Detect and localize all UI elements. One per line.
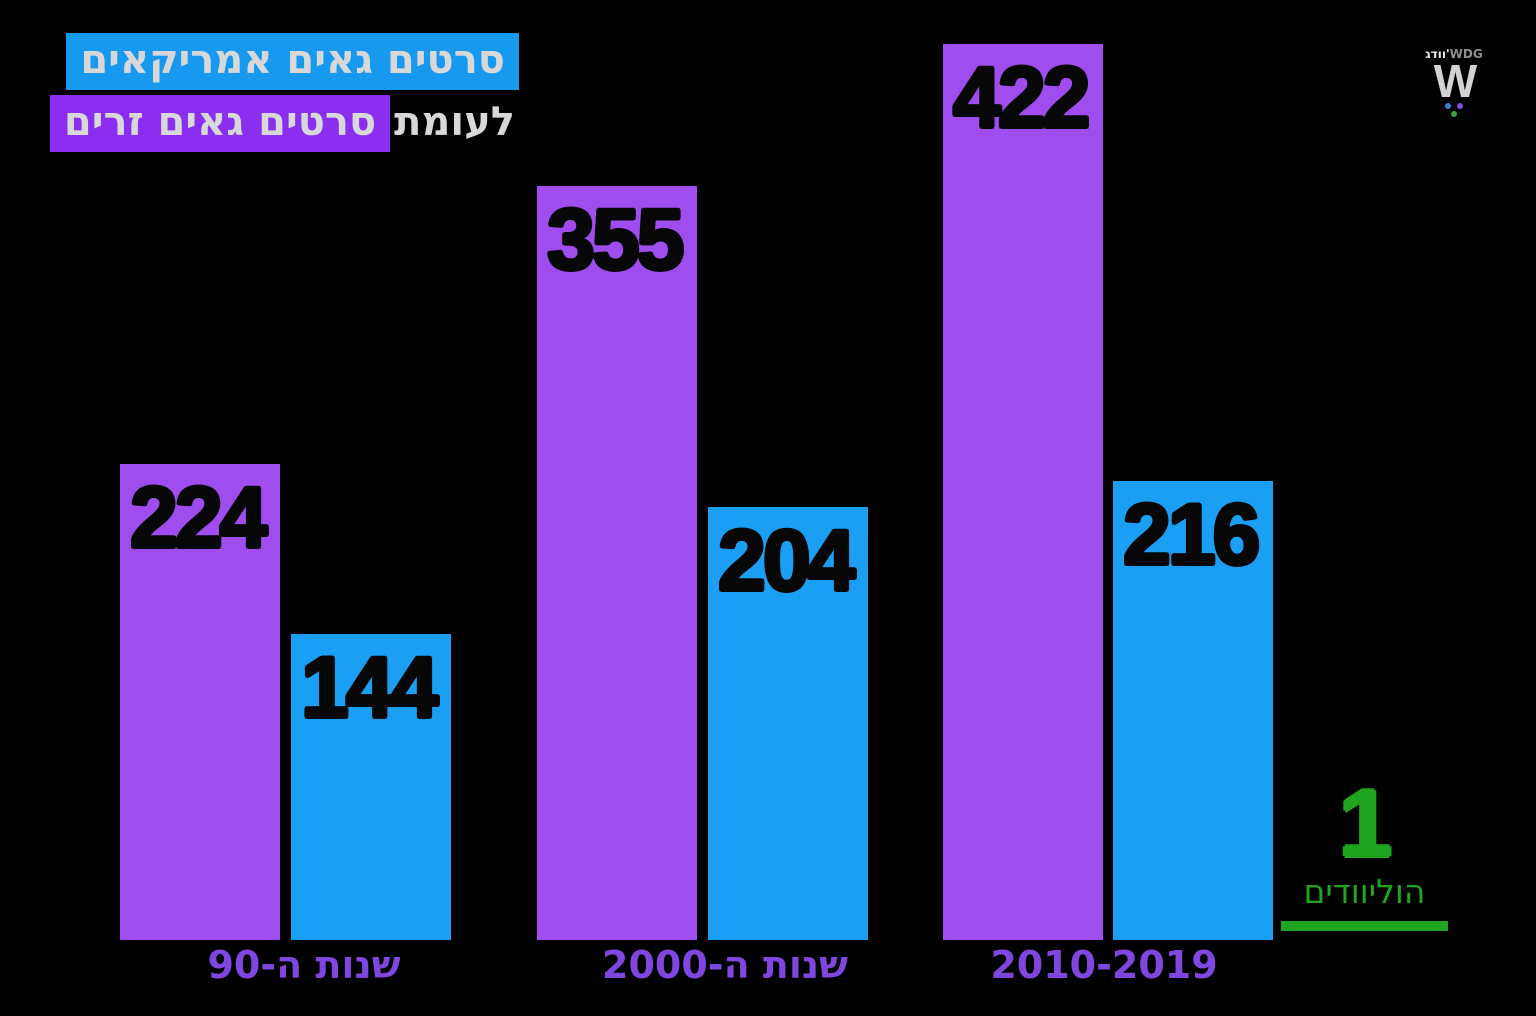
bar-american-2000s: 204 bbox=[708, 507, 868, 940]
wdg-caption-hebrew: וודג' bbox=[1425, 47, 1450, 61]
x-axis-label-1990s: שנות ה-90 bbox=[207, 943, 401, 987]
bar-value-label: 216 bbox=[1123, 487, 1261, 583]
bar-value-label: 204 bbox=[718, 513, 856, 609]
purple-dot-icon bbox=[1457, 103, 1463, 110]
blue-dot-icon bbox=[1445, 103, 1451, 110]
bar-american-1990s: 144 bbox=[291, 634, 451, 940]
bar-foreign-1990s: 224 bbox=[120, 464, 280, 940]
title-american-films-highlight: סרטים גאים אמריקאים bbox=[66, 33, 519, 90]
bar-value-label: 224 bbox=[130, 470, 268, 566]
green-dot-icon bbox=[1451, 111, 1457, 118]
title-line-2: לעומתסרטים גאים זרים bbox=[0, 95, 519, 152]
bar-value-label: 144 bbox=[301, 640, 439, 736]
wdg-caption-latin: WDG bbox=[1449, 47, 1483, 61]
green-underline bbox=[1281, 920, 1448, 931]
wdg-dots-row bbox=[1445, 103, 1463, 110]
title-versus-text: לעומת bbox=[394, 99, 515, 145]
wdg-logo: וודג'WDG W bbox=[1408, 48, 1500, 118]
annotation-number: 1 bbox=[1338, 770, 1392, 877]
title-foreign-films-highlight: סרטים גאים זרים bbox=[49, 95, 391, 152]
bar-value-label: 355 bbox=[547, 192, 685, 288]
bar-value-label: 422 bbox=[953, 50, 1091, 146]
chart-title: סרטים גאים אמריקאים לעומתסרטים גאים זרים bbox=[0, 33, 519, 157]
wdg-logo-caption: וודג'WDG bbox=[1408, 48, 1500, 60]
annotation-label: הוליוודים bbox=[1303, 872, 1426, 911]
wdg-w-mark-icon: W bbox=[1433, 55, 1477, 107]
green-annotation: 1 הוליוודים bbox=[1281, 776, 1448, 931]
x-axis-label-2000s: שנות ה-2000 bbox=[602, 943, 848, 987]
bar-foreign-2010s: 422 bbox=[943, 44, 1103, 940]
title-line-1: סרטים גאים אמריקאים bbox=[0, 33, 519, 90]
wdg-logo-dots bbox=[1408, 103, 1500, 118]
bar-foreign-2000s: 355 bbox=[537, 186, 697, 940]
x-axis-label-2010-2019: 2010-2019 bbox=[990, 943, 1218, 987]
bar-american-2010s: 216 bbox=[1113, 481, 1273, 940]
